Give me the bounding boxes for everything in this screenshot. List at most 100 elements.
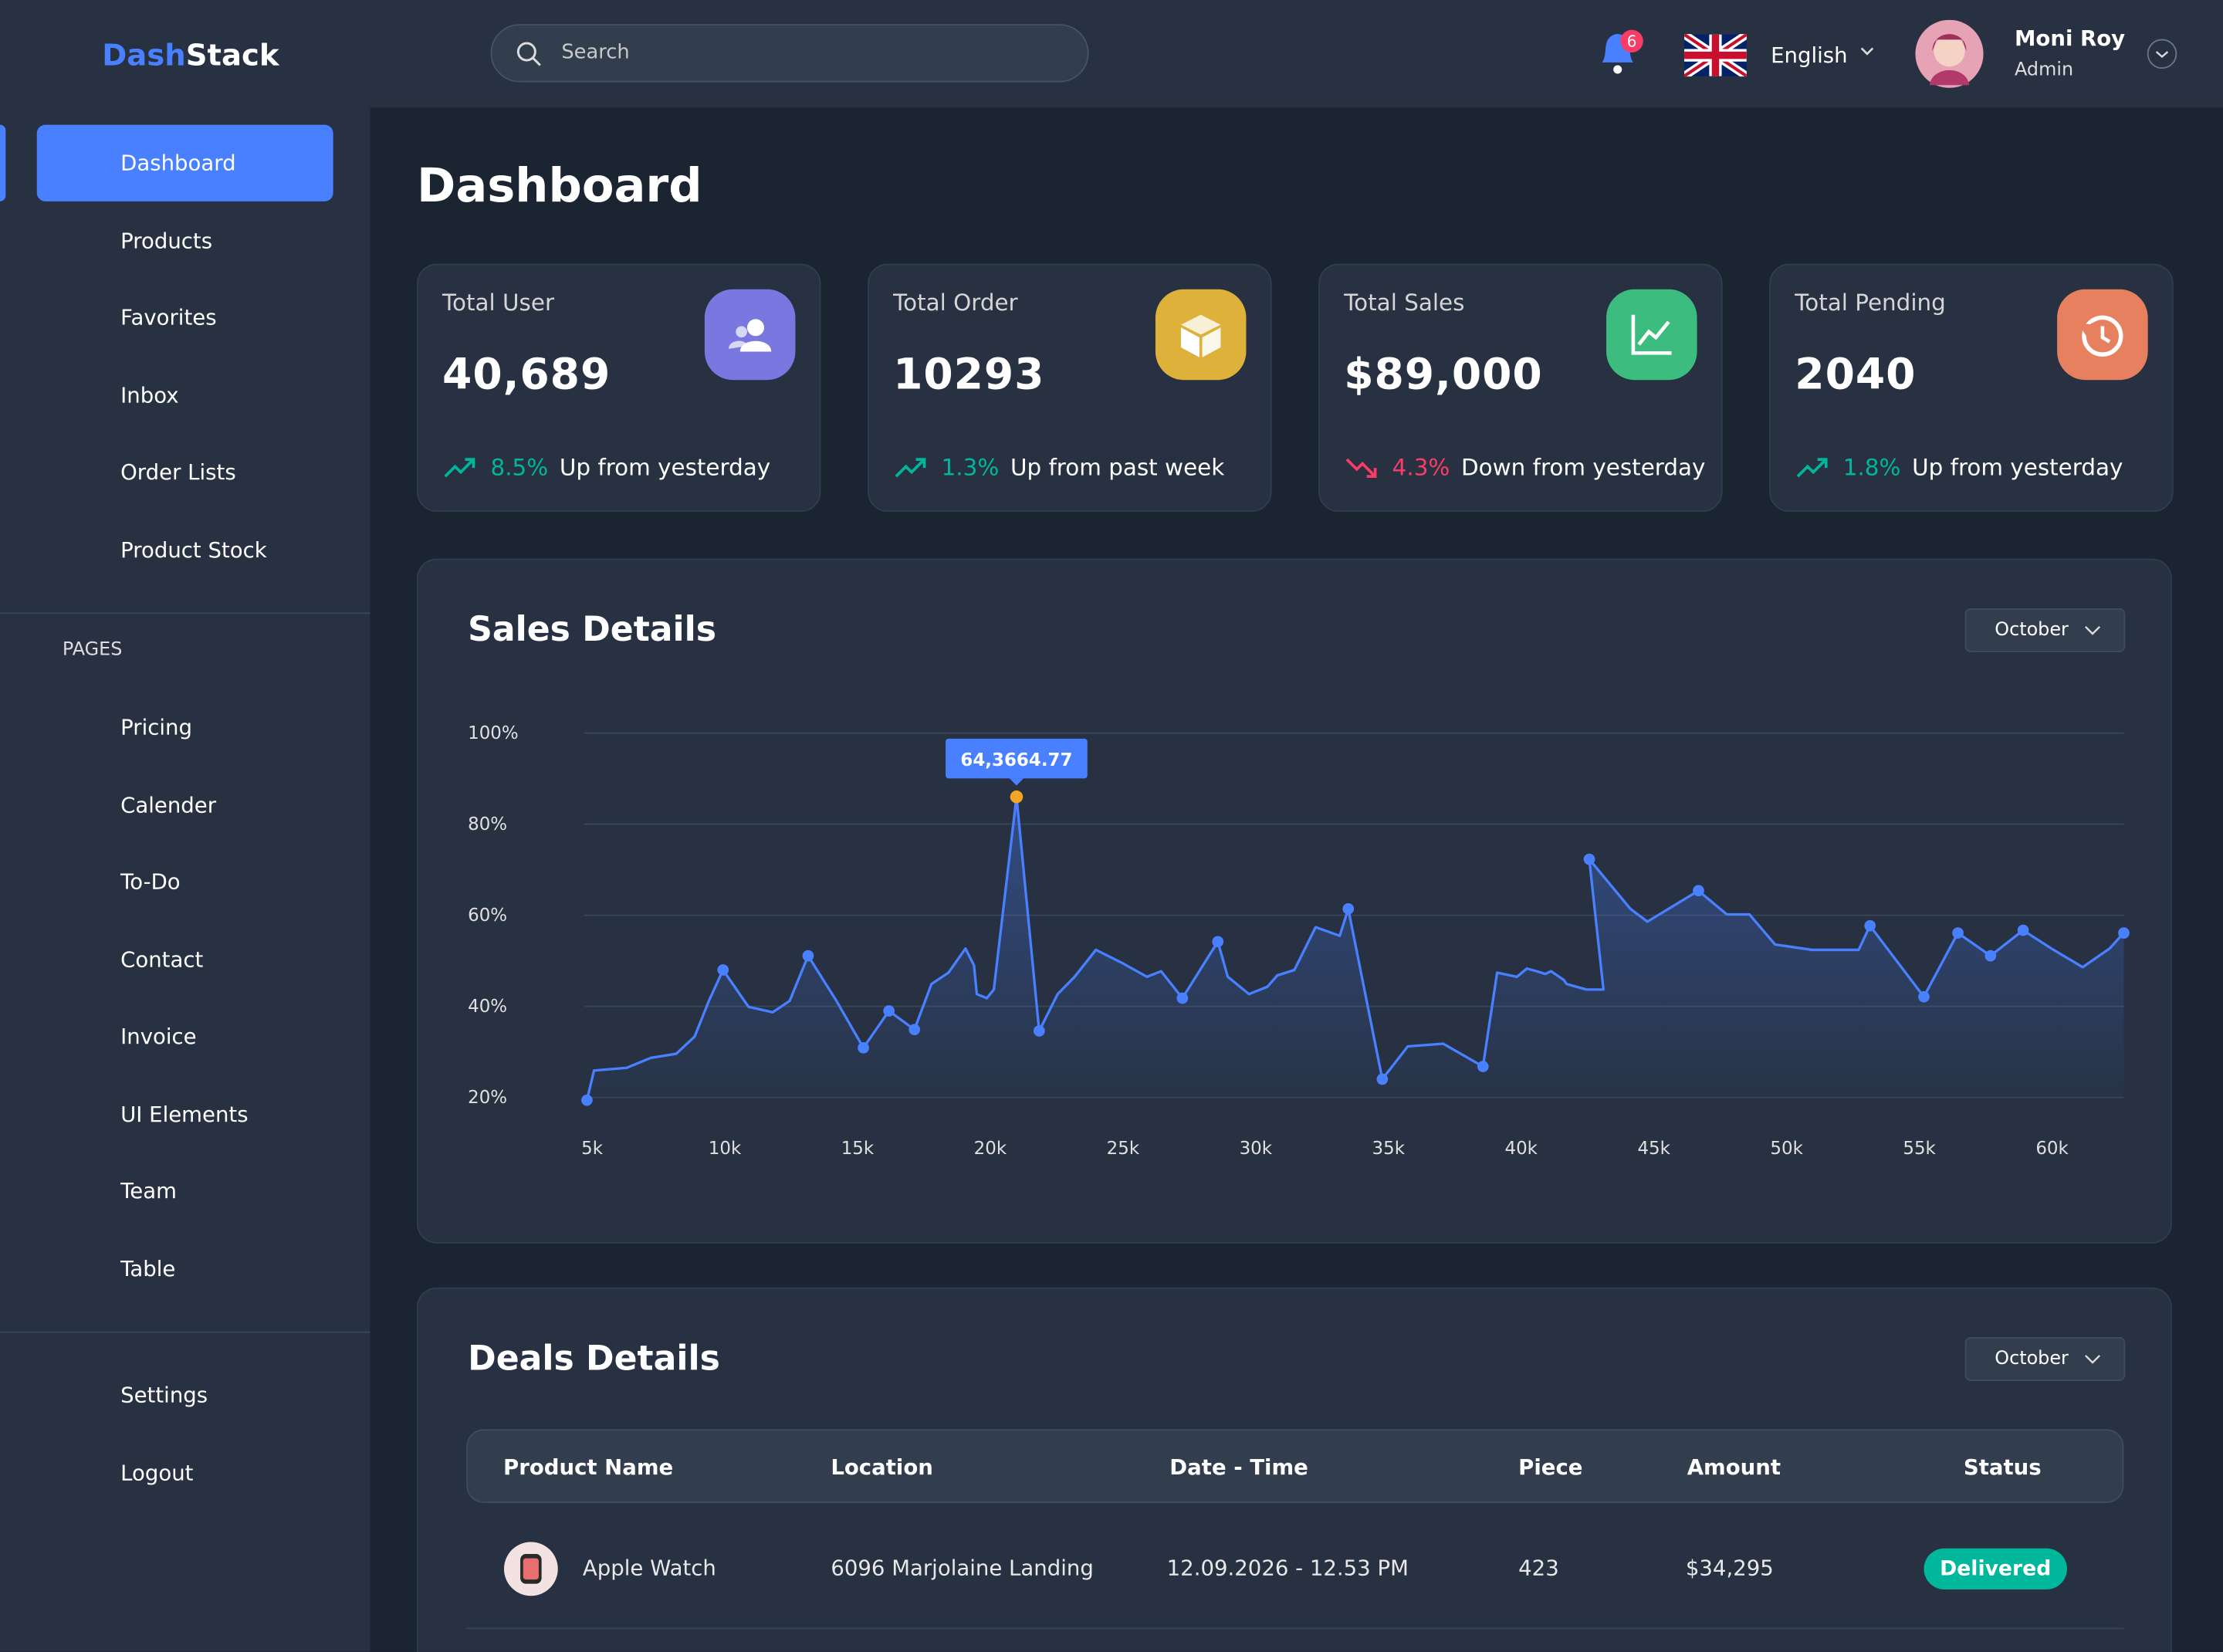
column-header: Product Name xyxy=(503,1454,674,1481)
menu-item[interactable]: Inbox xyxy=(120,382,179,408)
page-title: Dashboard xyxy=(417,157,702,213)
notification-count: 6 xyxy=(1627,32,1637,51)
change-text: Down from yesterday xyxy=(1461,453,1706,481)
icon-glyph xyxy=(729,319,772,352)
x-tick-label: 5k xyxy=(581,1139,604,1159)
x-tick-label: 45k xyxy=(1637,1139,1670,1159)
x-tick-label: 40k xyxy=(1505,1139,1538,1159)
trend-icon xyxy=(444,457,475,477)
sales-chart: 20% 40% 60% 80% 100% 5k 10k 15k 20k 25k 30k 35k 40k 4… xyxy=(468,723,2130,1159)
footer-item[interactable]: Logout xyxy=(120,1459,194,1485)
point xyxy=(1693,885,1704,897)
point xyxy=(1477,1061,1489,1072)
stat-card: Total Pending 2040 1.8% Up from yesterday xyxy=(1769,263,2174,513)
change: 1.3% xyxy=(941,453,1000,481)
search-box[interactable]: Search xyxy=(490,24,1089,83)
flag-icon xyxy=(1684,34,1747,77)
profile-menu[interactable] xyxy=(2147,39,2177,69)
x-tick-label: 25k xyxy=(1107,1139,1140,1159)
x-tick-label: 30k xyxy=(1240,1139,1273,1159)
stat-icon xyxy=(1606,289,1697,381)
line xyxy=(585,795,2125,1101)
page-item[interactable]: To-Do xyxy=(120,868,181,895)
stat-icon xyxy=(704,289,796,381)
stat-trend: 1.3% Up from past week xyxy=(893,454,1224,481)
language[interactable]: English xyxy=(1771,42,1848,69)
user-name: Moni Roy xyxy=(2015,25,2126,52)
point xyxy=(1918,990,1930,1003)
table-header xyxy=(466,1429,2124,1503)
stat-title: Total Sales xyxy=(1344,289,1465,317)
table-cell: 12.09.2026 - 12.53 PM xyxy=(1166,1555,1409,1581)
change: 4.3% xyxy=(1392,453,1450,481)
y-tick-label: 40% xyxy=(468,997,507,1017)
logo[interactable]: DashStack xyxy=(102,39,279,73)
table-cell: Apple Watch xyxy=(582,1555,716,1581)
stat-card: Total Sales $89,000 4.3% Down from yesterda… xyxy=(1318,263,1723,513)
stat-card: Total User 40,689 8.5% Up from yesterday xyxy=(417,263,821,513)
menu-item[interactable]: Product Stock xyxy=(120,537,267,563)
tooltip-arrow xyxy=(1009,778,1024,786)
user-role: Admin xyxy=(2015,59,2074,81)
menu-item[interactable]: Order Lists xyxy=(120,459,236,486)
page-item[interactable]: Team xyxy=(120,1178,177,1204)
change-text: Up from past week xyxy=(1010,453,1225,481)
stat-trend: 8.5% Up from yesterday xyxy=(442,454,770,481)
stat-trend: 1.8% Up from yesterday xyxy=(1795,454,2123,481)
table-cell: 423 xyxy=(1518,1555,1559,1581)
point xyxy=(2017,924,2029,936)
page-item[interactable]: UI Elements xyxy=(120,1101,249,1127)
divider xyxy=(0,612,370,614)
active-item xyxy=(36,124,333,201)
chart-title: Sales Details xyxy=(468,609,716,650)
y-tick-label: 100% xyxy=(468,723,519,743)
page-item[interactable]: Table xyxy=(120,1255,176,1281)
menu-item[interactable]: Products xyxy=(120,227,213,253)
period-dropdown[interactable]: October xyxy=(1964,1337,2126,1381)
stat-title: Total Order xyxy=(893,289,1018,317)
stat-value: 2040 xyxy=(1795,350,1917,400)
point xyxy=(1984,950,1997,962)
column-header: Status xyxy=(1963,1454,2042,1481)
page-item[interactable]: Pricing xyxy=(120,714,192,740)
notification-bell[interactable]: 6 xyxy=(1593,25,1649,82)
table-cell: 6096 Marjolaine Landing xyxy=(831,1555,1094,1581)
page-item[interactable]: Invoice xyxy=(120,1024,197,1050)
column-header: Location xyxy=(831,1454,933,1481)
stat-icon xyxy=(1155,289,1247,381)
chevron xyxy=(2084,625,2101,635)
menu-item[interactable]: Favorites xyxy=(120,304,217,330)
menu-item[interactable]: Dashboard xyxy=(120,150,236,176)
y-tick-label: 80% xyxy=(468,814,507,834)
x-tick-label: 60k xyxy=(2035,1139,2069,1159)
period-dropdown[interactable]: October xyxy=(1964,608,2126,652)
table-cell: $34,295 xyxy=(1685,1555,1774,1581)
x-tick-label: 10k xyxy=(709,1139,742,1159)
divider xyxy=(0,1331,370,1333)
x-tick-label: 55k xyxy=(1903,1139,1936,1159)
point xyxy=(717,964,729,976)
logo-part: Stack xyxy=(185,38,279,73)
point xyxy=(2118,927,2130,939)
x-tick-label: 15k xyxy=(841,1139,875,1159)
trend-icon xyxy=(1796,457,1828,477)
footer-item[interactable]: Settings xyxy=(120,1382,208,1408)
point xyxy=(1583,853,1595,865)
page-item[interactable]: Contact xyxy=(120,946,204,973)
x-tick-label: 50k xyxy=(1770,1139,1803,1159)
search-placeholder: Search xyxy=(561,41,630,64)
page-item[interactable]: Calender xyxy=(120,791,217,818)
change-text: Up from yesterday xyxy=(559,453,771,481)
sidebar xyxy=(0,107,370,1652)
stat-trend: 4.3% Down from yesterday xyxy=(1344,454,1705,481)
chevron xyxy=(2084,1355,2101,1364)
point xyxy=(1033,1025,1045,1037)
section-label: PAGES xyxy=(62,639,123,661)
point xyxy=(1376,1073,1389,1085)
stat-icon xyxy=(2057,289,2148,381)
x-tick-label: 20k xyxy=(974,1139,1007,1159)
active-marker xyxy=(0,124,6,201)
avatar[interactable] xyxy=(1915,19,1984,88)
